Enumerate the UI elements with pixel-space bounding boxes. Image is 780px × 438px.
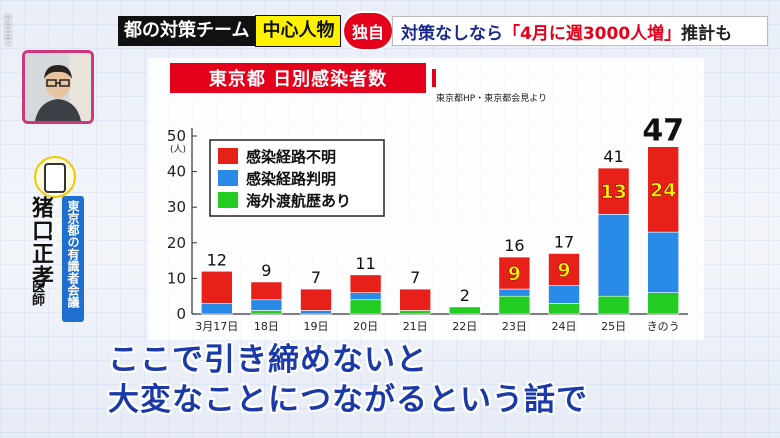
bar-segment-known xyxy=(597,214,630,297)
y-tick-label: 50 xyxy=(167,127,186,145)
y-axis-unit: (人) xyxy=(170,144,186,155)
subtitle-line-2: 大変なことにつながるという話で xyxy=(108,382,588,418)
bar-segment-overseas xyxy=(250,310,283,315)
segment-highlight-label: 9 xyxy=(508,263,521,285)
bar-total-label: 2 xyxy=(460,286,470,305)
y-tick-label: 20 xyxy=(167,234,186,252)
bar-total-label: 11 xyxy=(355,254,375,273)
bar-total-label: 41 xyxy=(603,147,623,166)
bar-total-label: 7 xyxy=(311,268,321,287)
segment-highlight-label: 24 xyxy=(650,179,676,201)
x-tick-label: 23日 xyxy=(502,320,527,333)
bar-total-label: 47 xyxy=(642,114,684,149)
caption-team: 都の対策チーム xyxy=(118,16,256,46)
caption-role: 中心人物 xyxy=(255,15,342,47)
legend-swatch-overseas xyxy=(218,192,238,208)
segment-highlight-label: 9 xyxy=(557,260,570,282)
x-tick-label: 25日 xyxy=(601,320,626,333)
subtitle: ここで引き締めないと 大変なことにつながるという話で xyxy=(108,340,768,420)
bar-segment-unknown xyxy=(201,270,233,304)
bar-segment-known xyxy=(201,303,233,315)
bar-segment-overseas xyxy=(647,292,680,315)
caption-headline: 対策なしなら 「4月に週3000人増」 推計も xyxy=(392,16,768,46)
x-tick-label: 19日 xyxy=(304,320,329,333)
exclusive-badge: 独自 xyxy=(344,13,392,49)
bar-segment-unknown xyxy=(250,281,283,301)
bar-total-label: 12 xyxy=(207,250,227,269)
bar-segment-overseas xyxy=(399,310,432,315)
bar-segment-known xyxy=(498,288,531,297)
bar-segment-known xyxy=(548,285,580,304)
bar-segment-overseas xyxy=(448,306,481,315)
x-tick-label: 22日 xyxy=(452,320,477,333)
bar-segment-unknown xyxy=(548,253,580,286)
bar-segment-overseas xyxy=(349,299,382,315)
x-tick-label: 18日 xyxy=(254,320,279,333)
bar-segment-known xyxy=(349,292,382,301)
phone-icon xyxy=(44,163,66,193)
bar-total-label: 17 xyxy=(554,232,574,251)
legend-swatch-unknown xyxy=(218,148,238,164)
bar-segment-unknown xyxy=(597,167,630,215)
y-tick-label: 30 xyxy=(167,198,186,216)
bar-segment-unknown xyxy=(647,146,680,233)
legend-box xyxy=(209,139,385,217)
bar-segment-unknown xyxy=(498,256,531,290)
bar-segment-overseas xyxy=(597,295,630,315)
x-tick-label: 24日 xyxy=(552,320,577,333)
headline-post: 推計も xyxy=(681,23,733,44)
bar-segment-overseas xyxy=(548,303,580,315)
segment-highlight-label: 13 xyxy=(600,181,626,203)
channel-logo: GOOD! xyxy=(3,14,12,48)
caption-left: 都の対策チーム 中心人物 xyxy=(118,15,342,47)
x-tick-label: 3月17日 xyxy=(195,320,238,333)
legend-swatch-known xyxy=(218,170,238,186)
y-tick-label: 0 xyxy=(176,305,186,323)
bar-segment-unknown xyxy=(399,288,432,311)
bar-segment-overseas xyxy=(498,295,531,315)
headline-highlight: 「4月に週3000人増」 xyxy=(503,23,682,44)
bar-total-label: 7 xyxy=(410,268,420,287)
headline-pre: 対策なしなら xyxy=(401,23,503,44)
bar-segment-unknown xyxy=(349,274,382,293)
x-tick-label: 21日 xyxy=(403,320,428,333)
bar-segment-known xyxy=(300,310,332,315)
bar-segment-known xyxy=(647,231,680,293)
subtitle-line-1: ここで引き締めないと xyxy=(108,342,428,378)
y-tick-label: 40 xyxy=(167,163,186,181)
bar-total-label: 9 xyxy=(261,261,271,280)
x-tick-label: 20日 xyxy=(353,320,378,333)
person-affiliation: 東京都の有識者会議メンバー xyxy=(48,196,84,322)
person-name: 猪口正孝 xyxy=(28,196,53,288)
bar-total-label: 16 xyxy=(504,236,524,255)
chart-title: 東京都 日別感染者数 xyxy=(170,63,436,93)
bar-segment-unknown xyxy=(300,288,332,311)
chart-source: 東京都HP・東京都会見より xyxy=(436,94,548,104)
legend-label: 海外渡航歴あり xyxy=(246,192,351,210)
legend-label: 感染経路不明 xyxy=(246,148,336,166)
x-tick-label: きのう xyxy=(647,320,680,333)
person-photo xyxy=(22,50,94,124)
person-title: 医師 xyxy=(29,280,44,306)
legend-label: 感染経路判明 xyxy=(246,170,336,188)
y-tick-label: 10 xyxy=(167,269,186,287)
bar-segment-known xyxy=(250,299,283,311)
